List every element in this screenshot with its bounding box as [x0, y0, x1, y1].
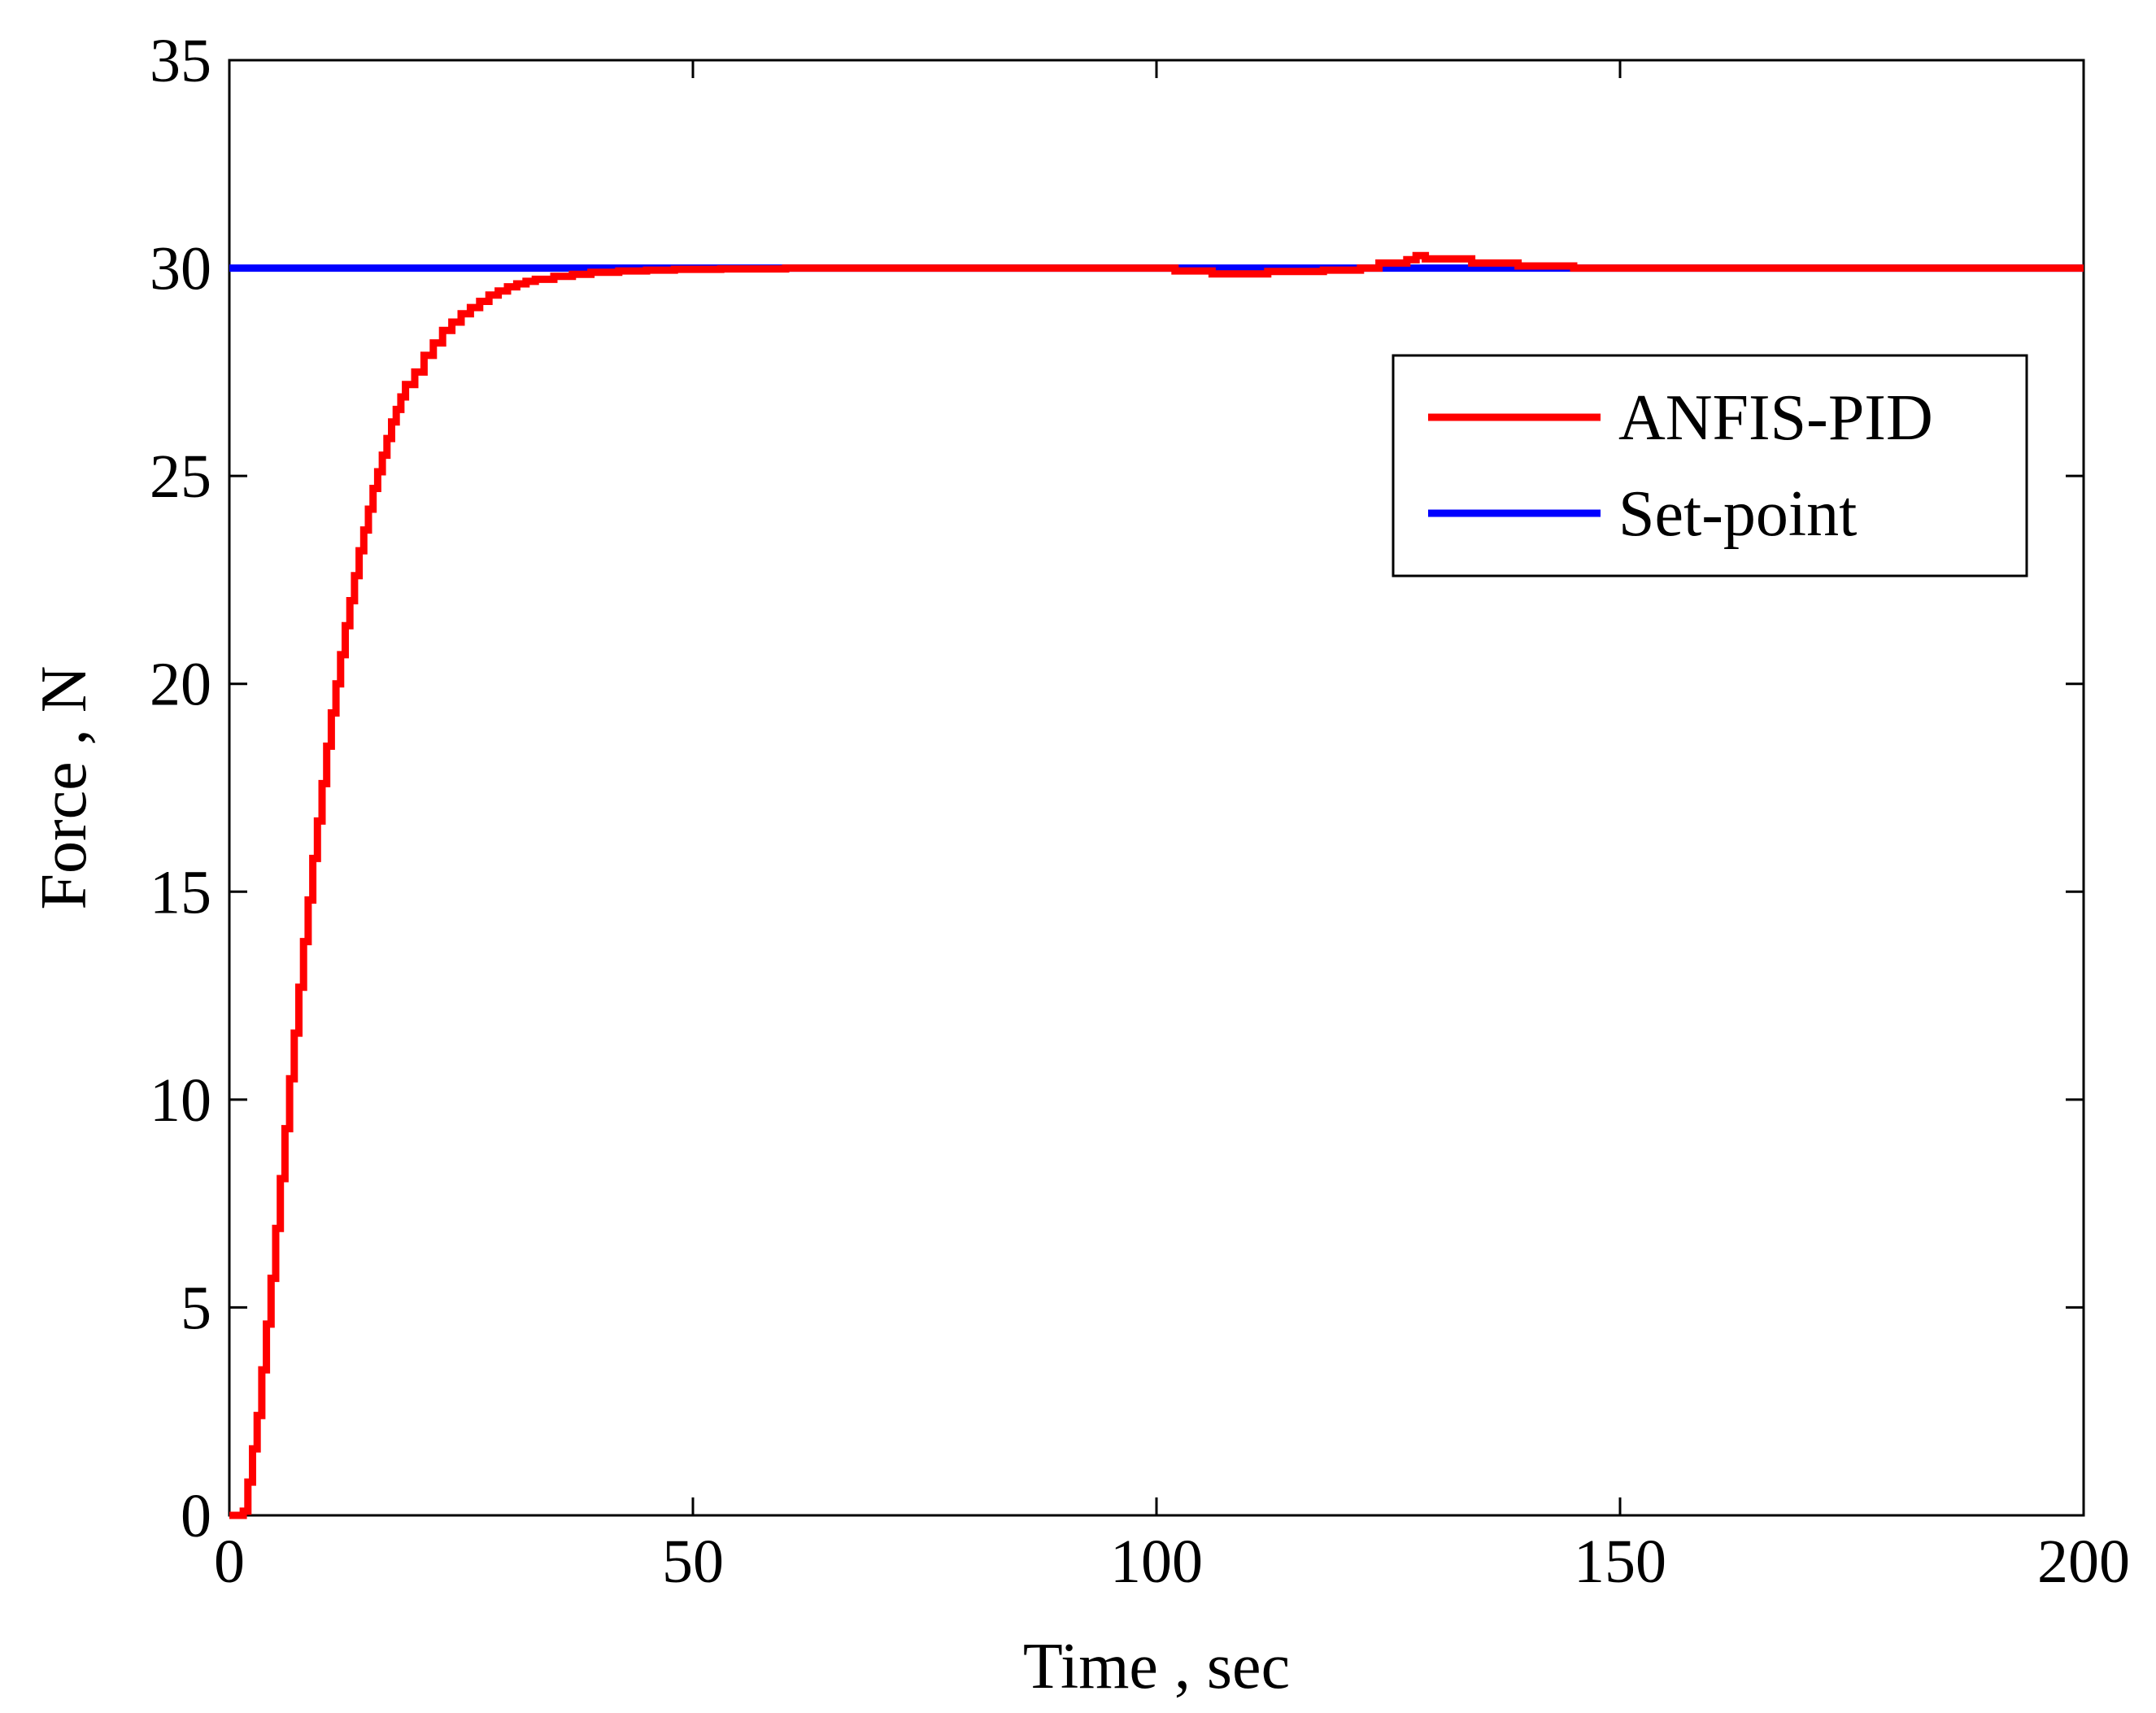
- y-tick-label: 35: [150, 27, 211, 95]
- legend-label: Set-point: [1618, 478, 1857, 550]
- y-tick-label: 5: [181, 1274, 211, 1342]
- x-tick-label: 150: [1574, 1528, 1666, 1596]
- axes-frame: [228, 59, 2085, 1517]
- x-tick-label: 50: [662, 1528, 724, 1596]
- x-tick-label: 200: [2037, 1528, 2130, 1596]
- y-tick-label: 20: [150, 651, 211, 719]
- legend-box: [1392, 354, 2028, 578]
- y-tick-label: 15: [150, 858, 211, 926]
- plot-area: [228, 59, 2085, 1517]
- x-axis-label: Time , sec: [1023, 1631, 1290, 1702]
- legend: ANFIS-PID Set-point: [1392, 354, 2028, 578]
- y-axis-label: Force , N: [28, 666, 100, 910]
- x-tick-label: 100: [1110, 1528, 1203, 1596]
- y-tick-label: 10: [150, 1066, 211, 1135]
- y-tick-label: 30: [150, 235, 211, 303]
- axis-ticks: 0 50 100 150 200 0 5 10 15 20 25 30 35: [150, 27, 2130, 1596]
- series-layer: [229, 251, 2084, 1519]
- y-tick-label: 0: [181, 1482, 211, 1550]
- legend-label: ANFIS-PID: [1618, 382, 1933, 454]
- series-line-anfis-pid: [229, 251, 2084, 1519]
- y-tick-label: 25: [150, 442, 211, 511]
- x-tick-label: 0: [214, 1528, 245, 1596]
